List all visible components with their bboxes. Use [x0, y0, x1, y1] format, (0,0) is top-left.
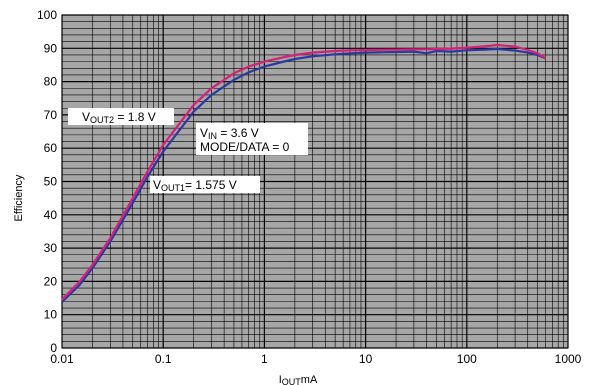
y-tick-label: 0: [50, 341, 57, 355]
x-axis-label-sub: OUT: [282, 377, 302, 385]
x-axis-label-suffix: mA: [301, 374, 318, 385]
annotation-subscript: OUT1: [161, 183, 185, 193]
y-tick-labels: 0 10 20 30 40 50 60 70 80 90 100: [37, 8, 57, 355]
annotation-segment: V: [82, 110, 90, 124]
x-axis-label-prefix: I: [279, 374, 282, 385]
x-axis-label: IOUTmA: [279, 374, 318, 385]
annotation-segment: V: [200, 126, 208, 140]
y-tick-label: 90: [44, 41, 58, 55]
x-tick-label: 100: [457, 352, 477, 366]
y-tick-label: 40: [44, 208, 58, 222]
annotation-text: VOUT1= 1.575 V: [153, 178, 237, 193]
x-tick-label: 10: [359, 352, 373, 366]
annotation-subscript: IN: [208, 131, 217, 141]
x-tick-labels: 0.01 0.1 1 10 100 1000: [50, 352, 581, 366]
vout1-label-box: [150, 176, 260, 193]
y-tick-label: 30: [44, 241, 58, 255]
annotation-text: VIN = 3.6 V: [200, 126, 259, 141]
annotation-segment: MODE/DATA = 0: [200, 140, 290, 154]
series-line-vout2: [61, 43, 547, 301]
y-tick-label: 100: [37, 8, 57, 22]
x-tick-label: 1: [261, 352, 268, 366]
y-tick-label: 10: [44, 308, 58, 322]
y-tick-label: 70: [44, 108, 58, 122]
annotation-segment: = 3.6 V: [217, 126, 259, 140]
annotation-subscript: OUT2: [90, 115, 114, 125]
x-tick-label: 0.1: [155, 352, 172, 366]
x-tick-label: 0.01: [50, 352, 74, 366]
x-tick-label: 1000: [555, 352, 582, 366]
series-line-vout1: [61, 47, 546, 303]
series-layer: [61, 43, 547, 303]
y-tick-label: 80: [44, 75, 58, 89]
y-axis-label: Efficiency: [13, 174, 25, 221]
plot-frame: [61, 14, 569, 349]
vin-mode-label-box: [196, 123, 308, 155]
y-tick-label: 60: [44, 141, 58, 155]
annotation-segment: V: [153, 178, 161, 192]
annotation-text: MODE/DATA = 0: [200, 140, 290, 154]
annotation-text: VOUT2 = 1.8 V: [82, 110, 156, 125]
y-tick-label: 50: [44, 175, 58, 189]
annotation-segment: = 1.575 V: [185, 178, 237, 192]
annotation-segment: = 1.8 V: [114, 110, 156, 124]
vout2-label-box: [68, 108, 174, 125]
y-tick-label: 20: [44, 274, 58, 288]
